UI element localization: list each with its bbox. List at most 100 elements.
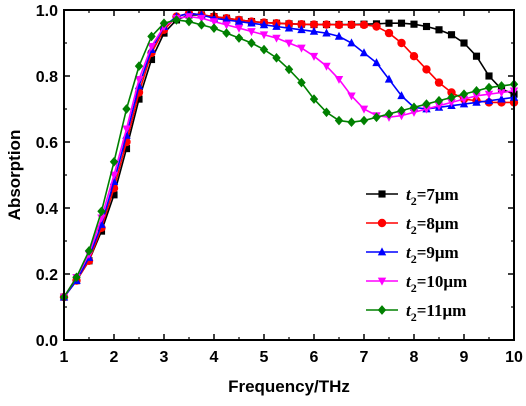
data-point xyxy=(472,92,481,101)
legend-item: t2=11μm xyxy=(366,301,466,324)
data-point xyxy=(122,125,131,134)
data-point xyxy=(309,52,319,61)
data-point xyxy=(97,206,106,217)
data-point xyxy=(347,20,356,30)
data-point xyxy=(259,31,269,40)
data-point xyxy=(334,115,344,126)
data-point xyxy=(422,65,431,74)
legend-item: t2=9μm xyxy=(366,243,459,266)
legend-item: t2=7μm xyxy=(366,185,459,208)
data-point xyxy=(347,92,356,101)
data-point xyxy=(272,21,281,30)
y-axis-title: Absorption xyxy=(5,130,24,221)
x-tick-label: 2 xyxy=(110,349,119,366)
data-point xyxy=(110,191,118,199)
legend-label: t2=10μm xyxy=(406,272,467,295)
data-point xyxy=(247,28,256,37)
data-point xyxy=(447,92,456,103)
data-point xyxy=(272,34,281,43)
data-point xyxy=(309,26,319,35)
data-point xyxy=(109,156,119,167)
series-layer xyxy=(59,8,519,302)
data-point xyxy=(385,19,393,27)
data-point xyxy=(397,19,406,27)
legend-label-var: t xyxy=(406,272,412,291)
data-point xyxy=(384,109,394,119)
data-point xyxy=(460,39,468,47)
data-point xyxy=(384,74,394,83)
legend-label-sub: 2 xyxy=(411,194,417,208)
data-point xyxy=(247,38,256,48)
data-point xyxy=(284,39,294,48)
data-point xyxy=(372,58,381,67)
data-point xyxy=(485,72,493,80)
data-point xyxy=(397,91,406,100)
data-point xyxy=(497,89,506,98)
data-point xyxy=(322,107,331,118)
data-point xyxy=(322,20,331,29)
data-point xyxy=(447,31,456,39)
data-point xyxy=(222,28,231,38)
data-point xyxy=(234,24,244,33)
data-point xyxy=(122,104,131,114)
data-point xyxy=(435,26,443,34)
x-tick-label: 7 xyxy=(360,349,369,366)
legend-marker xyxy=(378,190,386,198)
legend-label-var: t xyxy=(406,214,412,233)
data-point xyxy=(222,15,231,24)
data-point xyxy=(184,16,194,27)
series-5 xyxy=(59,15,519,302)
data-point xyxy=(334,31,344,40)
data-point xyxy=(484,82,494,93)
data-point xyxy=(459,89,469,99)
data-point xyxy=(197,14,206,23)
data-point xyxy=(409,52,419,61)
data-point xyxy=(409,102,419,113)
legend-marker xyxy=(377,277,387,286)
data-point xyxy=(497,94,506,103)
legend-label-rest: =10μm xyxy=(417,272,468,291)
data-point xyxy=(134,75,144,84)
legend-label: t2=11μm xyxy=(406,301,466,324)
legend-label-sub: 2 xyxy=(411,252,417,266)
data-point xyxy=(472,86,481,96)
data-point xyxy=(209,23,219,33)
data-point xyxy=(147,31,156,42)
data-point xyxy=(284,64,294,75)
data-point xyxy=(84,246,94,256)
legend-label-sub: 2 xyxy=(411,310,417,324)
x-tick-label: 6 xyxy=(310,349,319,366)
y-tick-label: 0.8 xyxy=(36,69,58,86)
data-point xyxy=(484,90,494,99)
x-tick-label: 5 xyxy=(260,349,269,366)
legend-label: t2=9μm xyxy=(406,243,459,266)
data-point xyxy=(434,102,444,111)
data-point xyxy=(272,53,281,63)
x-tick-label: 4 xyxy=(210,349,219,366)
legend-marker xyxy=(377,247,387,256)
legend-marker xyxy=(377,305,387,315)
y-tick-label: 0.6 xyxy=(36,135,58,152)
data-point xyxy=(434,78,444,87)
data-point xyxy=(134,61,144,71)
data-point xyxy=(297,19,306,29)
x-tick-label: 9 xyxy=(460,349,469,366)
data-point xyxy=(72,272,81,283)
data-point xyxy=(422,22,431,31)
legend-label-rest: =9μm xyxy=(417,243,459,262)
data-point xyxy=(334,20,344,30)
data-point xyxy=(159,18,169,29)
data-point xyxy=(322,28,331,37)
data-point xyxy=(447,88,456,97)
data-point xyxy=(409,108,419,117)
data-point xyxy=(259,44,269,55)
legend-label-var: t xyxy=(406,185,412,204)
legend-label-var: t xyxy=(406,301,412,320)
data-point xyxy=(334,75,344,84)
data-point xyxy=(372,112,381,123)
y-tick-label: 0.0 xyxy=(36,333,58,350)
data-point xyxy=(397,38,406,48)
x-tick-label: 10 xyxy=(505,349,523,366)
